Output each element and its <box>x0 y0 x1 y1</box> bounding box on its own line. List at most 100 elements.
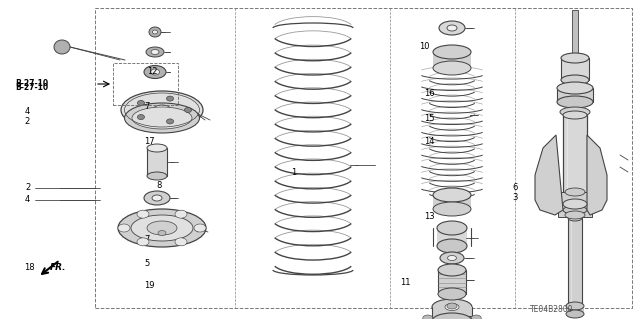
Text: FR.: FR. <box>50 263 67 272</box>
Ellipse shape <box>568 215 582 221</box>
Polygon shape <box>587 135 607 215</box>
Ellipse shape <box>125 103 200 133</box>
Text: 7: 7 <box>144 102 149 111</box>
Bar <box>568 218 582 306</box>
Ellipse shape <box>150 69 159 75</box>
Bar <box>432 307 472 319</box>
Ellipse shape <box>166 119 173 124</box>
Text: 2: 2 <box>24 117 29 126</box>
Ellipse shape <box>563 199 587 209</box>
Ellipse shape <box>432 313 472 319</box>
Text: 19: 19 <box>144 281 154 290</box>
Text: 8: 8 <box>157 182 162 190</box>
Ellipse shape <box>432 299 472 315</box>
Ellipse shape <box>560 107 590 117</box>
Ellipse shape <box>146 47 164 57</box>
Ellipse shape <box>447 256 456 261</box>
Ellipse shape <box>563 206 587 214</box>
Ellipse shape <box>445 303 459 310</box>
Ellipse shape <box>144 191 170 205</box>
Ellipse shape <box>471 315 481 319</box>
Ellipse shape <box>433 202 471 216</box>
Ellipse shape <box>147 144 167 152</box>
Ellipse shape <box>433 45 471 59</box>
Text: 6: 6 <box>512 183 517 192</box>
Text: 7: 7 <box>144 235 149 244</box>
Ellipse shape <box>184 108 191 113</box>
Text: 12: 12 <box>147 67 157 76</box>
Bar <box>563 115 587 210</box>
Ellipse shape <box>144 65 166 78</box>
Ellipse shape <box>447 25 457 31</box>
Text: 3: 3 <box>512 193 517 202</box>
Ellipse shape <box>447 303 457 309</box>
Ellipse shape <box>152 30 157 34</box>
Ellipse shape <box>440 252 464 264</box>
Ellipse shape <box>54 40 70 54</box>
Ellipse shape <box>118 209 206 247</box>
Ellipse shape <box>118 224 130 232</box>
Ellipse shape <box>438 288 466 300</box>
Ellipse shape <box>557 96 593 108</box>
Ellipse shape <box>561 75 589 85</box>
Ellipse shape <box>137 238 149 246</box>
Ellipse shape <box>151 49 159 55</box>
Ellipse shape <box>566 310 584 318</box>
Ellipse shape <box>149 27 161 37</box>
Ellipse shape <box>166 96 173 101</box>
Ellipse shape <box>566 302 584 310</box>
Text: 2: 2 <box>25 183 30 192</box>
Text: 11: 11 <box>400 278 410 287</box>
Text: 4: 4 <box>24 107 29 115</box>
Text: B-27-10: B-27-10 <box>15 79 48 88</box>
Text: 15: 15 <box>424 114 434 123</box>
Ellipse shape <box>557 82 593 94</box>
Text: B-27-10: B-27-10 <box>15 84 48 93</box>
Text: 13: 13 <box>424 212 435 221</box>
Bar <box>566 306 584 314</box>
Bar <box>433 195 471 209</box>
Text: 9: 9 <box>157 172 162 181</box>
Text: 18: 18 <box>24 263 35 272</box>
Text: 17: 17 <box>144 137 155 146</box>
Ellipse shape <box>158 231 166 235</box>
Ellipse shape <box>131 215 193 241</box>
Ellipse shape <box>563 111 587 119</box>
Text: 5: 5 <box>144 259 149 268</box>
Ellipse shape <box>565 211 585 219</box>
Bar <box>557 88 593 102</box>
Ellipse shape <box>433 61 471 75</box>
Bar <box>438 270 466 294</box>
Ellipse shape <box>152 195 162 201</box>
Ellipse shape <box>132 107 192 129</box>
Ellipse shape <box>423 315 433 319</box>
Ellipse shape <box>433 188 471 202</box>
Ellipse shape <box>439 21 465 35</box>
Bar <box>561 58 589 80</box>
Ellipse shape <box>438 264 466 276</box>
Ellipse shape <box>175 210 187 218</box>
Ellipse shape <box>121 91 203 129</box>
Ellipse shape <box>147 172 167 180</box>
Ellipse shape <box>153 105 171 115</box>
Bar <box>433 52 471 68</box>
Text: 4: 4 <box>25 196 30 204</box>
Bar <box>572 10 578 58</box>
Text: 16: 16 <box>424 89 435 98</box>
Text: 10: 10 <box>419 42 429 51</box>
Bar <box>147 148 167 176</box>
Ellipse shape <box>137 210 149 218</box>
Text: 1: 1 <box>291 168 296 177</box>
Ellipse shape <box>175 238 187 246</box>
Ellipse shape <box>561 53 589 63</box>
Polygon shape <box>535 135 563 215</box>
Bar <box>558 192 592 217</box>
Text: TE04B2800: TE04B2800 <box>530 306 573 315</box>
Ellipse shape <box>147 221 177 235</box>
Ellipse shape <box>138 115 145 120</box>
Ellipse shape <box>437 239 467 253</box>
Ellipse shape <box>194 224 206 232</box>
Bar <box>437 228 467 246</box>
Ellipse shape <box>565 188 585 196</box>
Text: 14: 14 <box>424 137 434 146</box>
